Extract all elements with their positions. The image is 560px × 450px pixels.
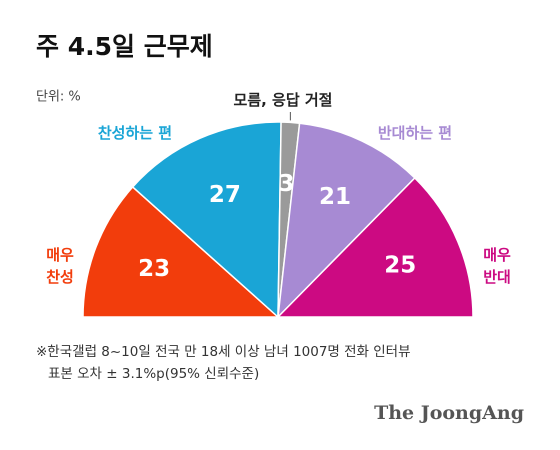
- category-label: 반대하는 편: [377, 124, 453, 142]
- note: ※한국갤럽 8~10일 전국 만 18세 이상 남녀 1007명 전화 인터뷰: [36, 344, 411, 360]
- note: 표본 오차 ± 3.1%p(95% 신뢰수준): [48, 366, 259, 382]
- source: The JoongAng: [374, 402, 524, 424]
- unit-label: 단위: %: [36, 90, 81, 105]
- category-label: 모름, 응답 거절: [233, 91, 333, 109]
- value-label: 3: [278, 171, 294, 197]
- category-label: 찬성하는 편: [97, 124, 173, 142]
- slice: [82, 185, 280, 318]
- value-label: 27: [209, 182, 241, 208]
- value-label: 21: [319, 184, 351, 210]
- slice: [277, 122, 416, 320]
- value-label: 25: [384, 252, 416, 278]
- category-label: 매우 반대: [483, 246, 511, 286]
- category-label: 매우 찬성: [46, 246, 74, 286]
- chart-title: 주 4.5일 근무제: [36, 32, 213, 61]
- slice: [276, 176, 474, 318]
- slice: [131, 121, 282, 319]
- value-label: 23: [138, 256, 170, 282]
